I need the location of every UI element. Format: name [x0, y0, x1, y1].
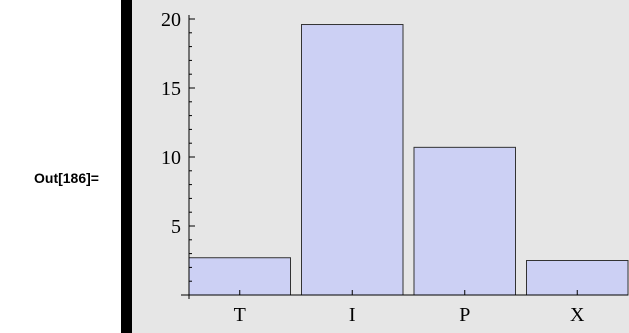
- output-label: Out[186]=: [34, 170, 99, 186]
- x-tick-label-P: P: [459, 304, 470, 326]
- x-tick-label-T: T: [234, 304, 246, 326]
- bar-I: [301, 24, 404, 296]
- y-tick-label-20: 20: [161, 9, 181, 31]
- bars-layer: [188, 24, 629, 296]
- y-tick-label-10: 10: [161, 147, 181, 169]
- y-tick-label-5: 5: [171, 216, 181, 238]
- bar-X: [526, 260, 629, 296]
- x-tick-label-X: X: [570, 304, 585, 326]
- bar-T: [188, 257, 291, 296]
- labels-layer: T I P X 5 10 15 20: [161, 9, 585, 326]
- bar-P: [413, 146, 516, 296]
- x-tick-label-I: I: [349, 304, 356, 326]
- y-tick-label-15: 15: [161, 78, 181, 100]
- axes-layer: [181, 15, 628, 299]
- cell-bracket[interactable]: [121, 0, 132, 333]
- bar-chart: T I P X 5 10 15 20: [161, 9, 629, 326]
